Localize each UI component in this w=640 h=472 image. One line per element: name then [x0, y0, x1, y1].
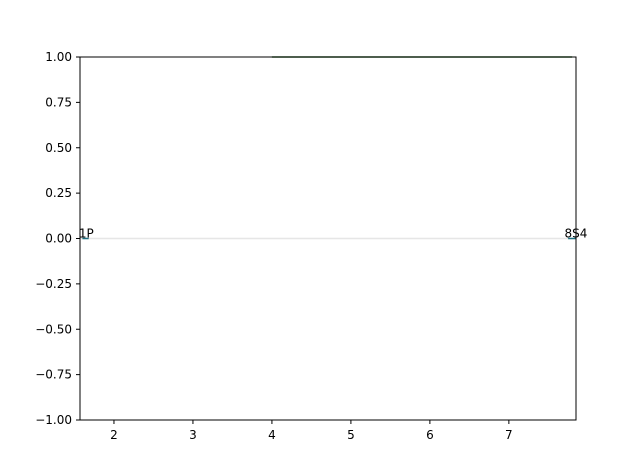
y-tick-label: 1.00 — [45, 50, 72, 64]
x-tick-label: 3 — [189, 428, 197, 442]
y-tick-label: −0.75 — [35, 368, 72, 382]
x-tick-label: 5 — [347, 428, 355, 442]
x-tick-label: 4 — [268, 428, 276, 442]
y-axis: 1.00 0.75 0.50 0.25 0.00 −0.25 −0.50 −0.75 −1.00 — [35, 50, 80, 427]
annotations: 1P 8S4 — [79, 227, 588, 241]
y-tick-label: −0.50 — [35, 322, 72, 336]
x-tick-label: 7 — [505, 428, 513, 442]
y-tick-label: −0.25 — [35, 277, 72, 291]
x-tick-label: 2 — [110, 428, 118, 442]
y-tick-label: 0.50 — [45, 141, 72, 155]
data-point-label: 8S4 — [565, 227, 588, 241]
x-tick-label: 6 — [426, 428, 434, 442]
y-tick-label: 0.25 — [45, 186, 72, 200]
y-tick-label: −1.00 — [35, 413, 72, 427]
data-point-label: 1P — [79, 227, 94, 241]
x-axis: 2 3 4 5 6 7 — [110, 420, 513, 442]
y-tick-label: 0.00 — [45, 232, 72, 246]
y-tick-label: 0.75 — [45, 95, 72, 109]
